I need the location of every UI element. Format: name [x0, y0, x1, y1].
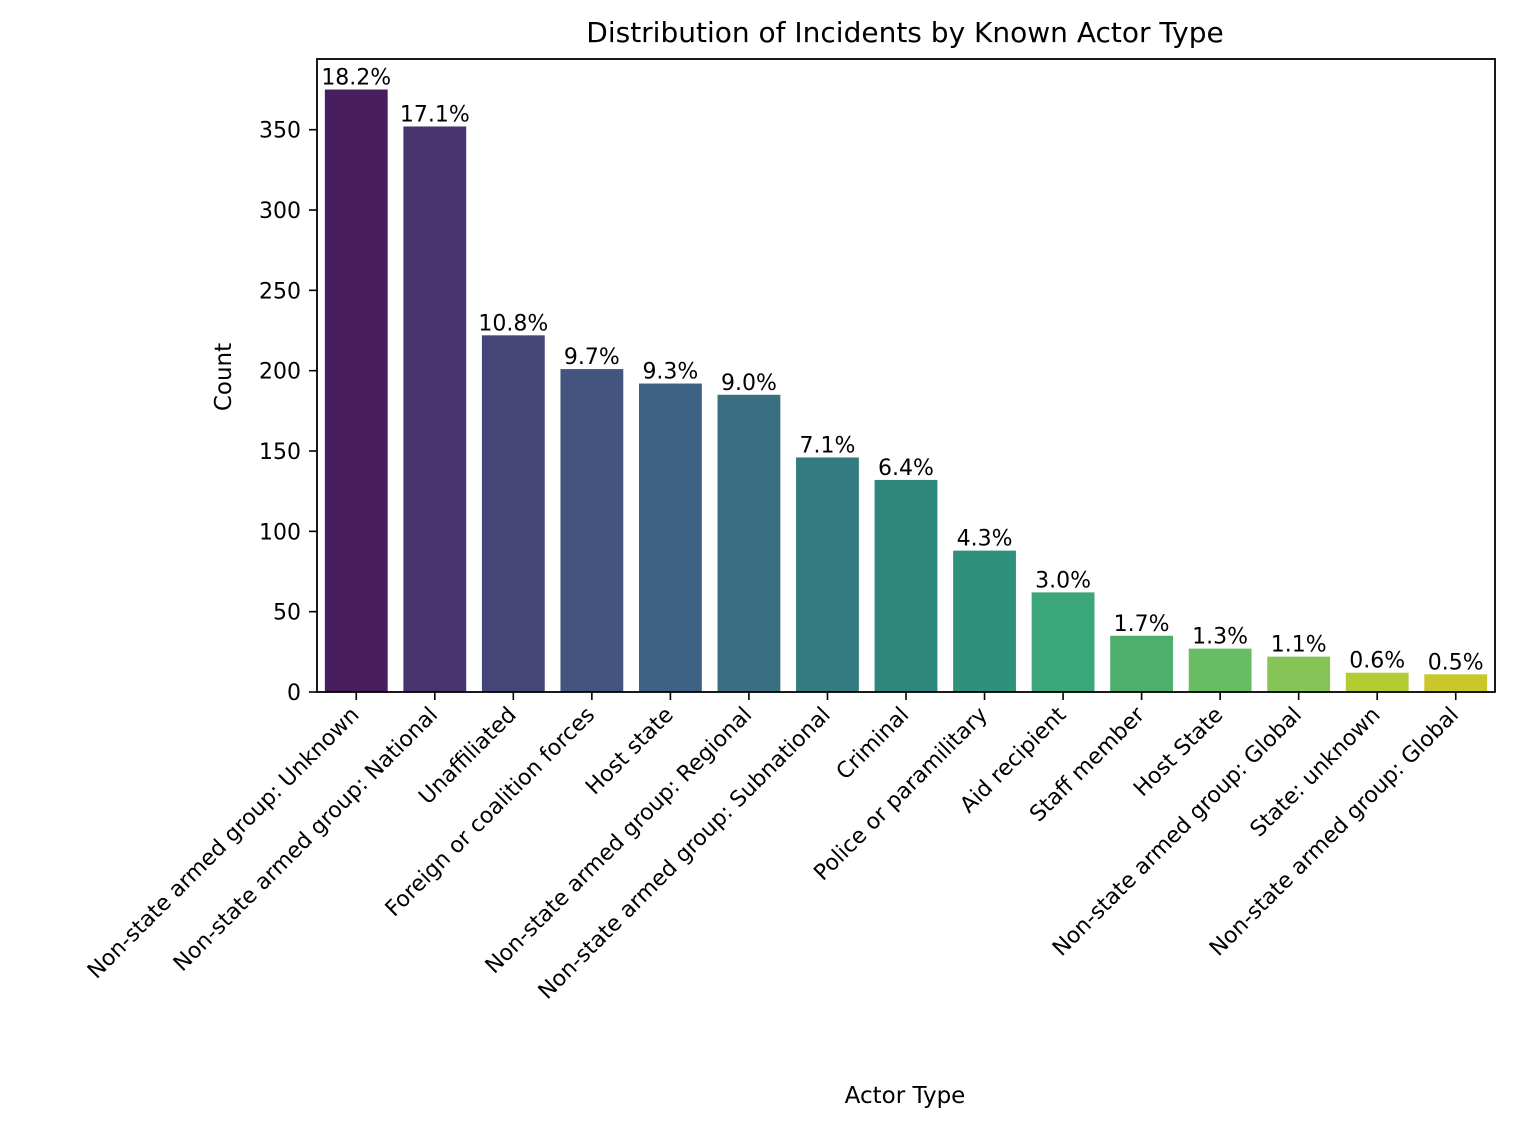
bar-value-label: 3.0% [1035, 568, 1091, 593]
bar-13 [1345, 672, 1409, 692]
bar-value-label: 6.4% [878, 456, 934, 481]
y-tick-label: 250 [259, 279, 301, 304]
bar-0 [324, 89, 388, 692]
bar-14 [1424, 674, 1488, 692]
bars-group [324, 89, 1488, 692]
bar-value-label: 1.3% [1192, 625, 1248, 650]
bar-value-label: 1.7% [1114, 612, 1170, 637]
data-labels-group: 18.2% 17.1% 10.8% 9.7% 9.3% 9.0% 7.1% 6.4% 4.3% 3… [321, 66, 1483, 676]
y-axis-label: Count [211, 343, 237, 411]
bar-value-label: 18.2% [321, 66, 391, 91]
bar-value-label: 7.1% [800, 433, 856, 458]
bar-3 [560, 369, 624, 692]
x-tick-label: State: unknown [1246, 703, 1386, 843]
bar-1 [403, 126, 467, 692]
bar-value-label: 9.0% [721, 371, 777, 396]
y-tick-label: 350 [259, 119, 301, 144]
y-axis: 0 50 100 150 200 250 300 350 [259, 119, 317, 706]
y-tick-label: 0 [287, 681, 301, 706]
bar-7 [874, 479, 938, 692]
bar-8 [953, 550, 1016, 692]
bar-value-label: 9.7% [564, 345, 620, 370]
bar-value-label: 10.8% [478, 311, 548, 336]
bar-value-label: 0.5% [1428, 650, 1484, 675]
x-axis-label: Actor Type [845, 1083, 966, 1109]
bar-value-label: 0.6% [1349, 649, 1405, 674]
bar-10 [1110, 635, 1174, 692]
bar-4 [638, 383, 702, 692]
bar-6 [796, 457, 859, 692]
bar-12 [1267, 656, 1331, 692]
x-tick-label: Non-state armed group: Subnational [534, 703, 836, 1005]
y-tick-label: 150 [259, 440, 301, 465]
bar-value-label: 9.3% [642, 360, 698, 385]
bar-value-label: 4.3% [957, 527, 1013, 552]
x-axis: Non-state armed group: Unknown Non-state … [83, 692, 1464, 1004]
bar-9 [1031, 592, 1095, 692]
plot-frame [316, 58, 1496, 693]
y-tick-label: 50 [273, 601, 301, 626]
bar-value-label: 1.1% [1271, 633, 1327, 658]
bar-5 [717, 394, 781, 692]
x-tick-label: Criminal [832, 703, 914, 785]
bar-value-label: 17.1% [400, 102, 470, 127]
bar-2 [481, 335, 545, 692]
y-tick-label: 100 [259, 520, 301, 545]
y-tick-label: 200 [259, 360, 301, 385]
y-tick-label: 300 [259, 199, 301, 224]
chart-title: Distribution of Incidents by Known Actor… [586, 16, 1223, 49]
x-tick-label: Non-state armed group: Unknown [83, 703, 364, 984]
bar-11 [1188, 648, 1252, 692]
